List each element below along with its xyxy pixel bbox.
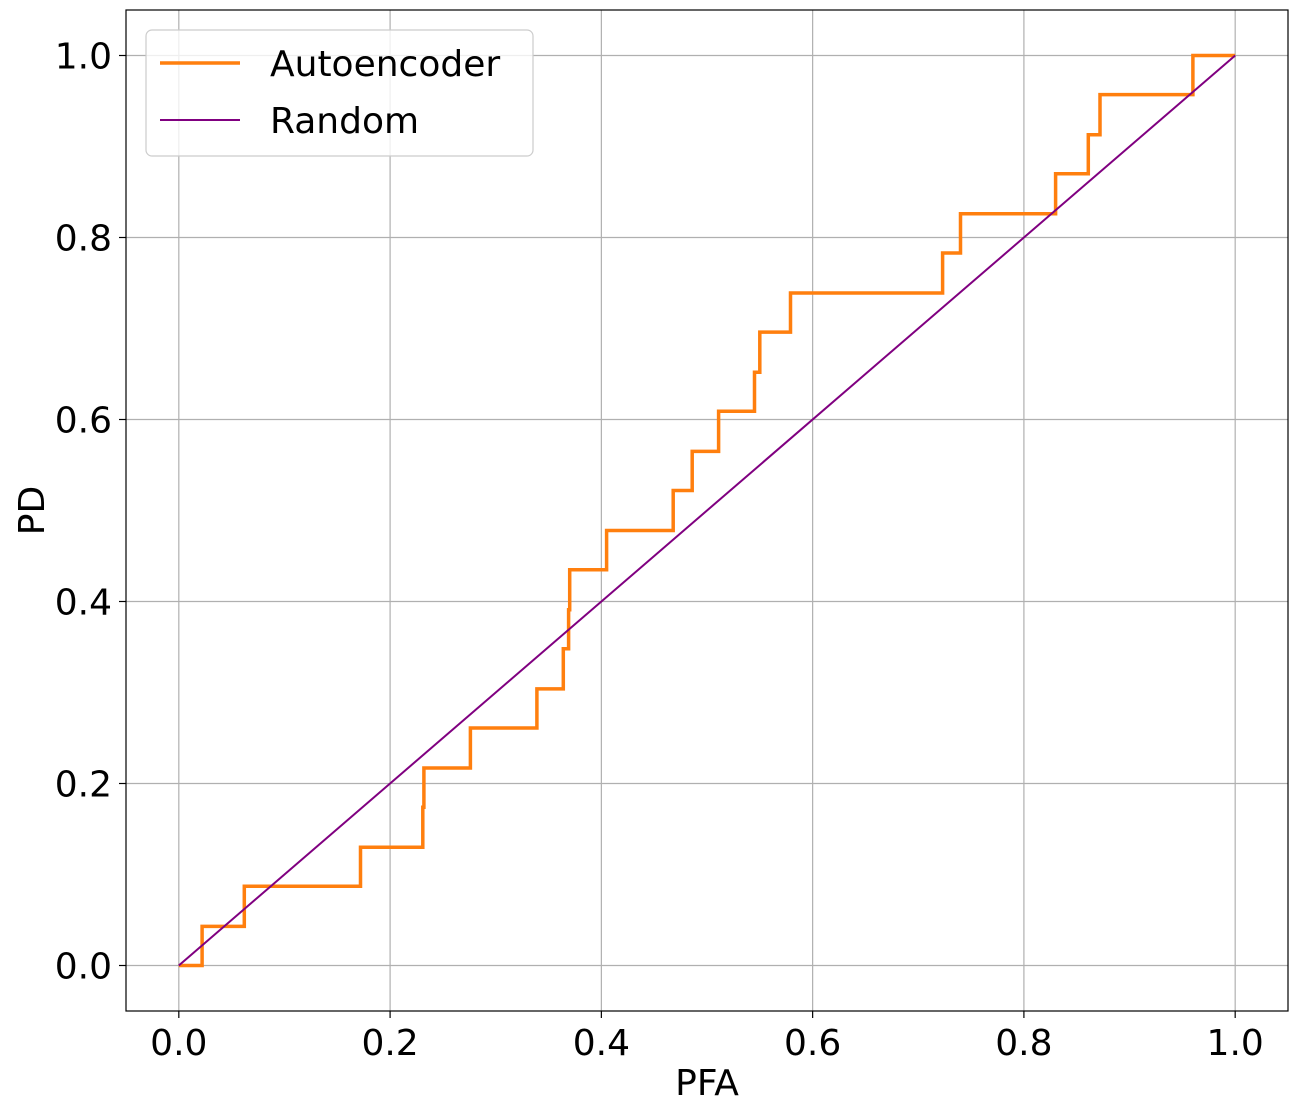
y-tick-label: 0.8 — [55, 219, 112, 260]
x-tick-label: 0.2 — [361, 1023, 418, 1064]
x-tick-label: 0.8 — [995, 1023, 1052, 1064]
legend-label-autoencoder: Autoencoder — [270, 44, 500, 85]
y-tick-label: 0.0 — [55, 947, 112, 988]
x-tick-label: 0.0 — [150, 1023, 207, 1064]
y-tick-label: 0.6 — [55, 401, 112, 442]
y-axis-ticks: 0.0 0.2 0.4 0.6 0.8 1.0 — [55, 37, 126, 988]
x-tick-label: 0.6 — [784, 1023, 841, 1064]
x-tick-label: 1.0 — [1207, 1023, 1264, 1064]
y-tick-label: 0.2 — [55, 765, 112, 806]
x-tick-label: 0.4 — [573, 1023, 630, 1064]
y-tick-label: 0.4 — [55, 583, 112, 624]
series-line-autoencoder — [178, 53, 1236, 968]
legend-label-random: Random — [270, 101, 419, 142]
plot-frame — [125, 9, 1289, 1012]
y-tick-label: 1.0 — [55, 37, 112, 78]
series-line-random — [178, 54, 1236, 967]
series-layer — [178, 53, 1236, 968]
y-axis-label: PD — [12, 486, 53, 535]
x-axis-label: PFA — [675, 1063, 739, 1104]
legend: Autoencoder Random — [145, 29, 534, 157]
legend-box — [145, 29, 534, 157]
x-axis-ticks: 0.0 0.2 0.4 0.6 0.8 1.0 — [150, 1011, 1264, 1064]
